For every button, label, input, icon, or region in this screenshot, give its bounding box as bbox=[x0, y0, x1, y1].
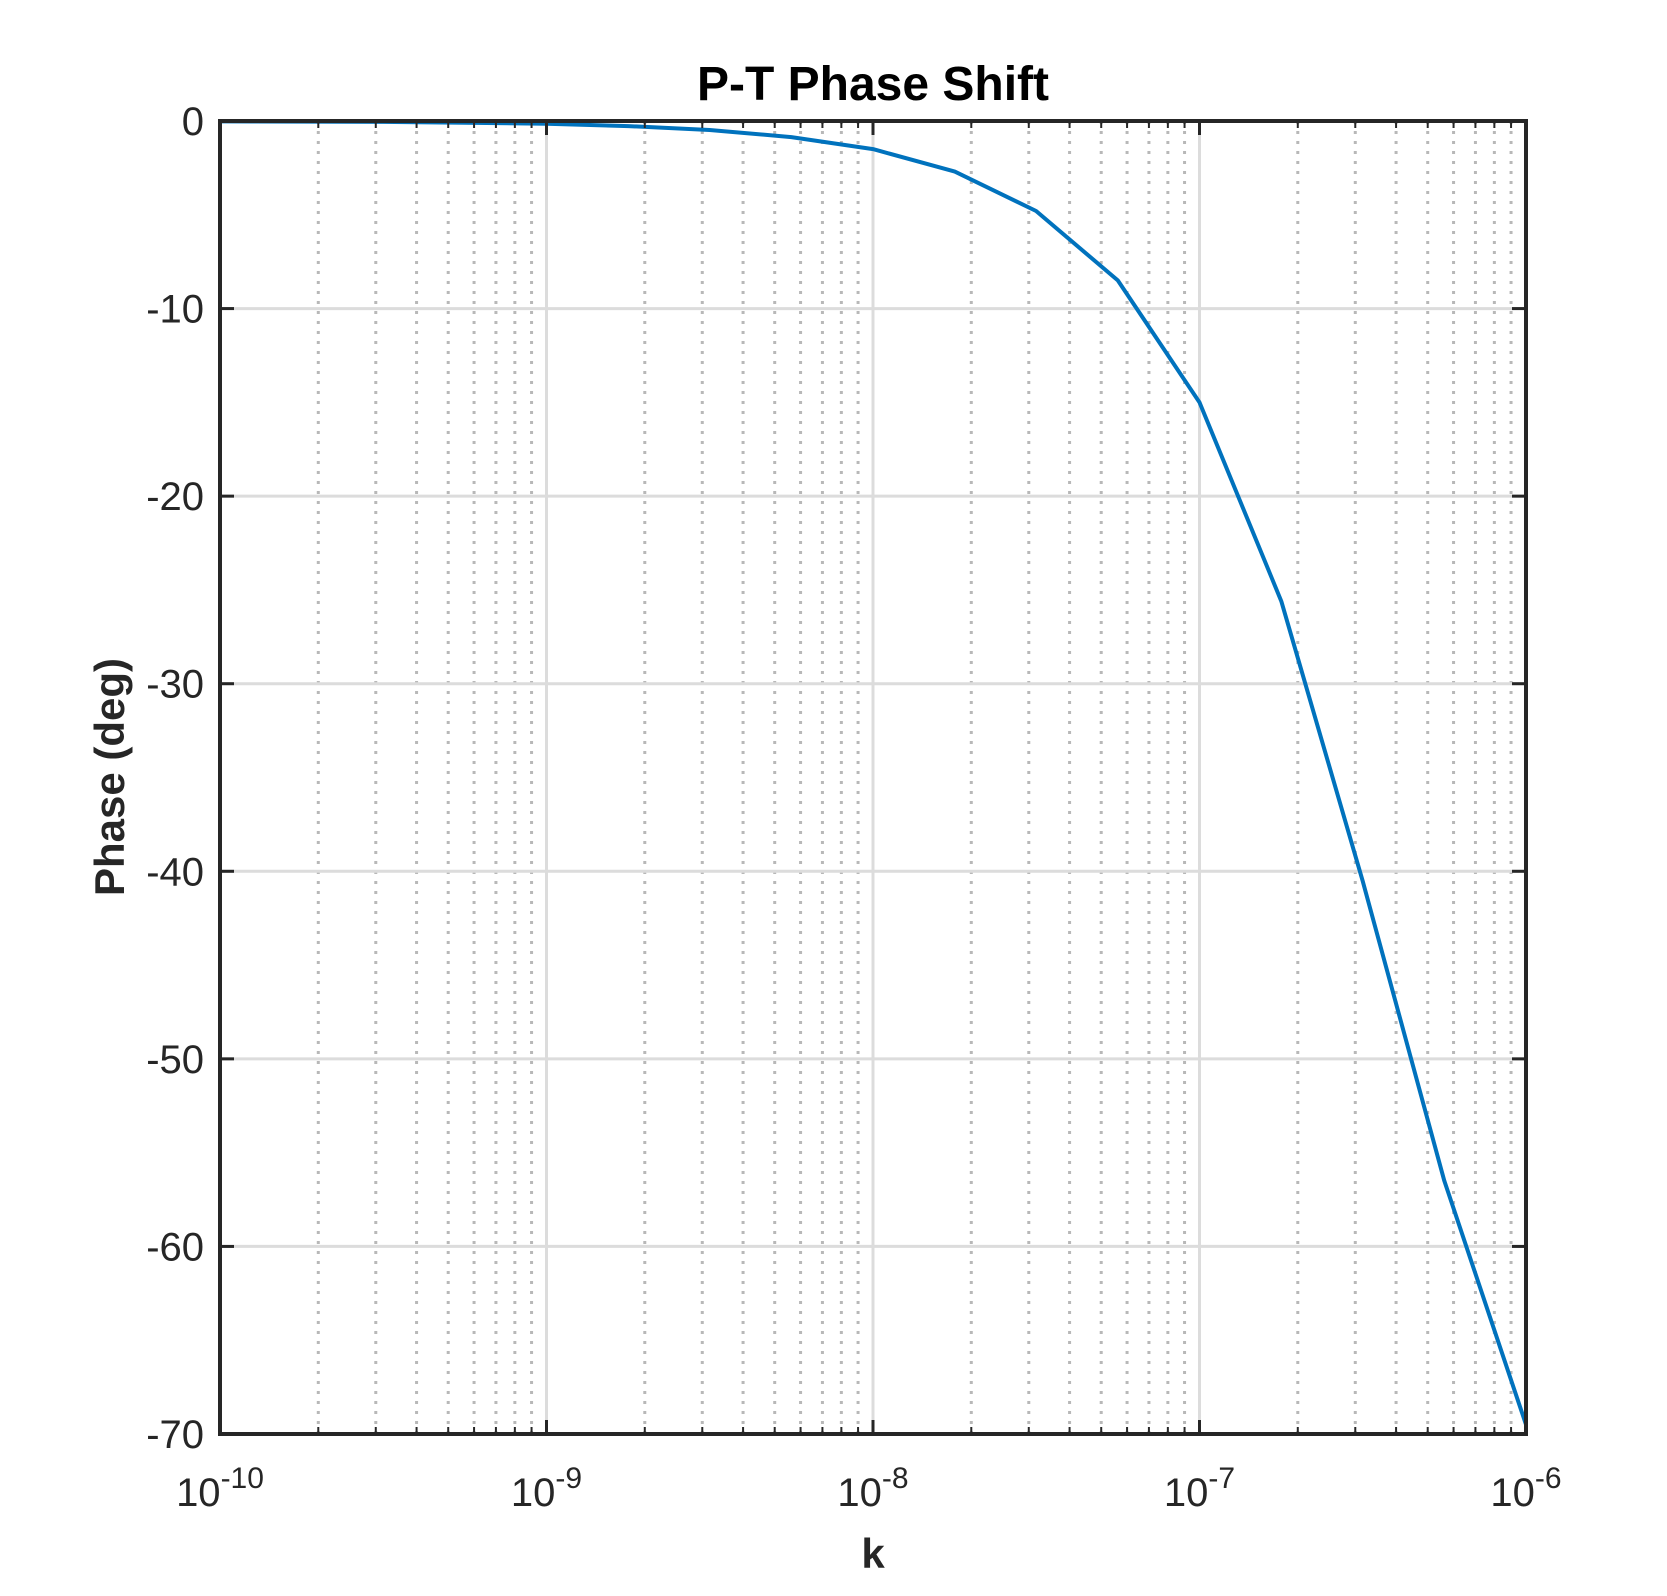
x-tick-label: 10-10 bbox=[176, 1462, 264, 1515]
y-tick-label: -10 bbox=[146, 288, 204, 332]
x-tick-label: 10-8 bbox=[837, 1462, 908, 1515]
y-tick-label: -20 bbox=[146, 475, 204, 519]
x-tick-labels: 10-10 10-9 10-8 10-7 10-6 bbox=[176, 1462, 1562, 1515]
tick-marks bbox=[218, 119, 1528, 1436]
y-tick-label: -40 bbox=[146, 850, 204, 894]
y-tick-label: -30 bbox=[146, 663, 204, 707]
y-tick-label: -70 bbox=[146, 1413, 204, 1457]
y-tick-labels: 0 -10 -20 -30 -40 -50 -60 -70 bbox=[146, 100, 204, 1457]
y-tick-label: 0 bbox=[182, 100, 204, 144]
y-tick-label: -60 bbox=[146, 1225, 204, 1269]
chart-title: P-T Phase Shift bbox=[697, 58, 1049, 111]
x-tick-label: 10-7 bbox=[1164, 1462, 1235, 1515]
x-tick-label: 10-6 bbox=[1490, 1462, 1561, 1515]
y-axis-label: Phase (deg) bbox=[86, 658, 133, 896]
x-axis-label: k bbox=[861, 1530, 885, 1577]
x-tick-label: 10-9 bbox=[511, 1462, 582, 1515]
y-tick-label: -50 bbox=[146, 1038, 204, 1082]
